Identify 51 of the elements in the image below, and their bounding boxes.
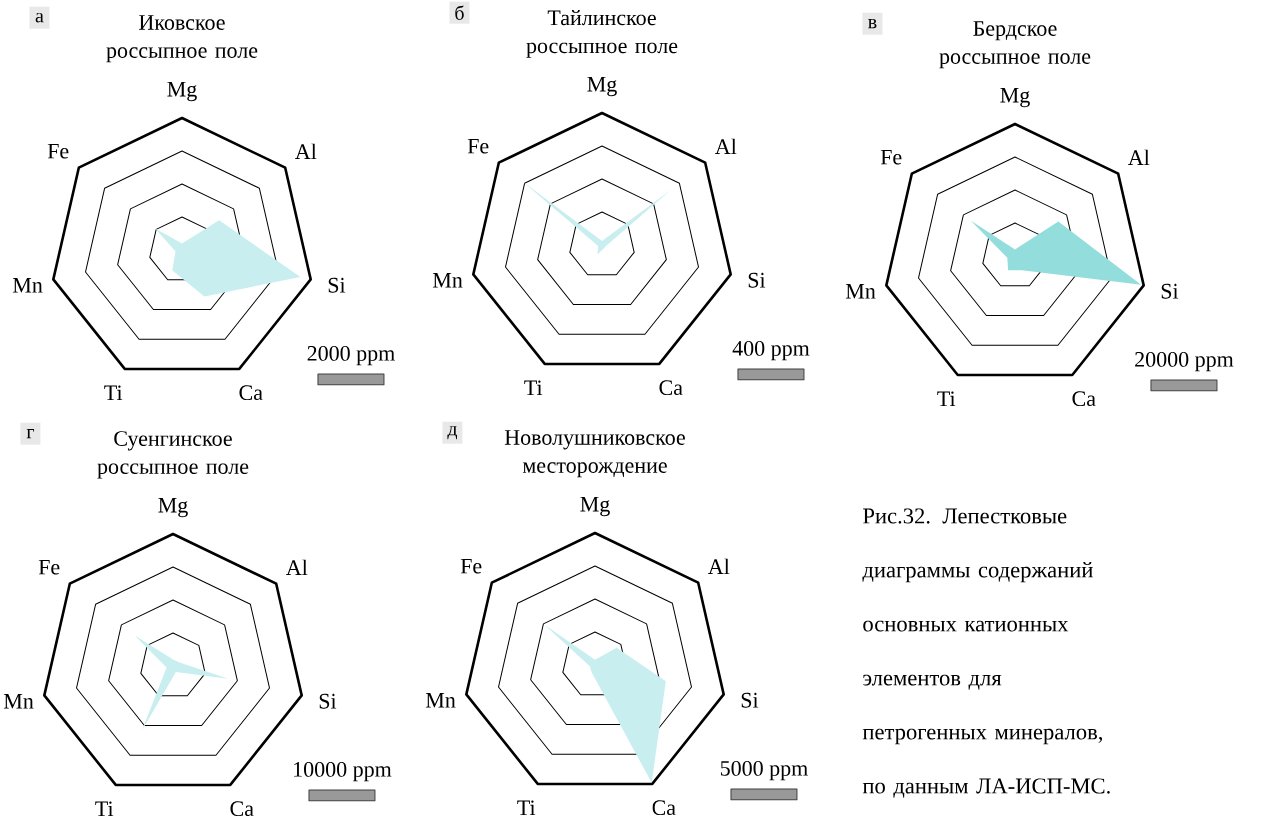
text: 2000 ppm [307,345,395,366]
spoke-label: Mn [12,278,43,293]
text: б [455,5,464,20]
spoke-label: Fe [467,138,489,154]
spoke-label: Fe [460,558,482,574]
spoke-label: Si [319,693,337,709]
spoke-label: Si [1161,283,1179,299]
chart-title: Тайлинское россыпное поле [526,9,678,58]
chart-title: Иковское россыпное поле [106,15,258,63]
spoke-label: Mn [3,694,34,709]
spoke-label: Ti [104,385,123,400]
text: 5000 ppm [720,760,808,781]
spoke-label: Ti [95,801,114,816]
spoke-label: Ti [524,380,543,395]
text: 400 ppm [732,340,810,361]
spoke-label: Mn [425,693,456,708]
spoke-label: Al [715,138,737,154]
spoke-label: Al [295,143,317,159]
spoke-label: Mn [432,273,463,288]
spoke-label: Mg [587,77,617,97]
spoke-label: Fe [38,559,60,575]
spoke-label: Mg [167,82,197,102]
text: г [26,429,35,439]
spoke-label: Si [741,692,759,708]
text: Рис.32. Лепестковые диаграммы содержаний основных катионных элементов для петрогенных минералов, по данным ЛА-ИСП-МС. [862,508,1110,798]
spoke-label: Ca [659,380,683,396]
chart-title: Новолушниковское месторождение [504,430,685,478]
text: в [868,19,877,29]
spoke-label: Ti [937,391,956,406]
chart-title: Суенгинское россыпное поле [97,431,249,479]
spoke-label: Fe [47,143,69,159]
spoke-label: Mg [580,497,610,517]
spoke-label: Fe [880,149,902,165]
spoke-label: Ca [230,801,254,816]
spoke-label: Si [328,277,346,293]
spoke-label: Ca [1072,391,1096,407]
text: 10000 ppm [294,761,392,782]
spoke-label: Mg [158,498,188,518]
chart-title: Бердское россыпное поле [939,21,1091,69]
spoke-label: Al [1128,149,1150,165]
spoke-label: Mg [1000,88,1030,108]
spoke-label: Ti [517,800,536,815]
spoke-label: Al [286,559,308,575]
spoke-label: Mn [845,284,876,299]
text: д [447,426,458,440]
text: а [35,12,44,23]
spoke-label: Al [708,558,730,574]
text: 20000 ppm [1135,351,1234,372]
spoke-label: Si [748,272,766,288]
spoke-label: Ca [652,800,676,816]
spoke-label: Ca [239,385,263,401]
